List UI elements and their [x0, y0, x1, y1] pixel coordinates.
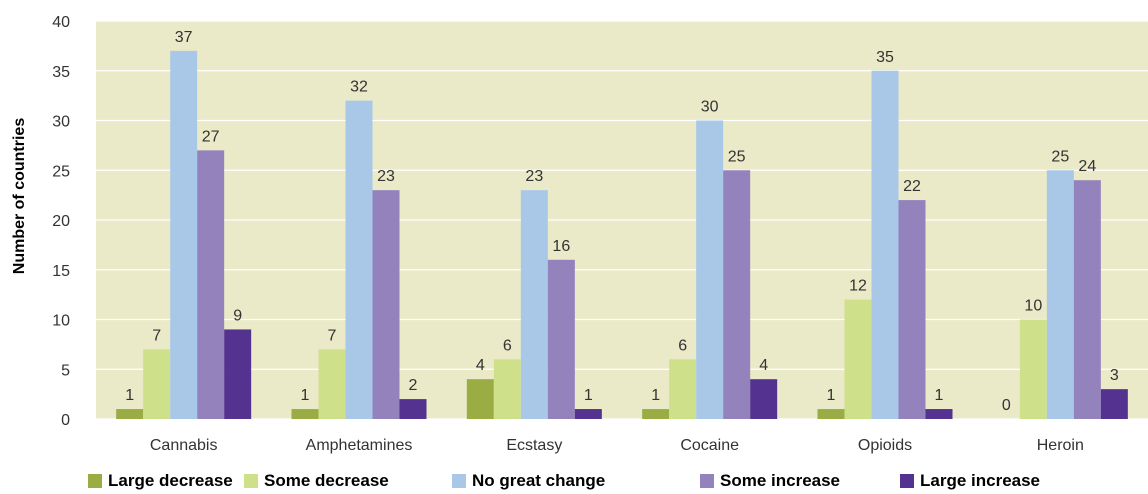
bar — [318, 349, 346, 419]
legend-item: Large decrease — [88, 471, 233, 491]
category-label: Ecstasy — [506, 437, 562, 454]
bar — [466, 379, 494, 419]
bar — [493, 359, 521, 419]
data-label: 35 — [876, 49, 894, 66]
category-label: Cannabis — [150, 437, 218, 454]
bar — [1019, 319, 1047, 419]
bar — [399, 399, 427, 419]
data-label: 25 — [728, 148, 746, 165]
bar — [1100, 389, 1128, 419]
data-label: 4 — [476, 357, 485, 374]
data-label: 7 — [152, 327, 161, 344]
data-label: 6 — [678, 337, 687, 354]
legend-label: Large decrease — [108, 471, 233, 490]
x-axis-categories: Cannabis Amphetamines Ecstasy Cocaine Opioid… — [150, 437, 1084, 454]
data-label: 23 — [377, 168, 395, 185]
legend-item: No great change — [452, 471, 605, 491]
legend: Large decrease Some decrease No great chan… — [88, 471, 1148, 493]
y-tick-label: 35 — [52, 64, 70, 81]
category-label: Heroin — [1037, 437, 1084, 454]
y-tick-label: 25 — [52, 163, 70, 180]
data-label: 23 — [525, 168, 543, 185]
bar — [844, 299, 872, 419]
category-label: Opioids — [858, 437, 912, 454]
gridlines — [96, 20, 1148, 420]
legend-item: Large increase — [900, 471, 1040, 491]
legend-label: Large increase — [920, 471, 1041, 490]
data-label: 27 — [202, 128, 220, 145]
data-label: 16 — [552, 238, 570, 255]
data-label: 24 — [1078, 158, 1096, 175]
legend-swatch — [244, 474, 258, 488]
data-label: 37 — [175, 29, 193, 46]
data-label: 10 — [1024, 298, 1042, 315]
bar — [345, 100, 373, 419]
bar — [817, 409, 845, 419]
y-tick-label: 0 — [61, 412, 70, 429]
data-label: 30 — [701, 99, 719, 116]
legend-swatch — [452, 474, 466, 488]
bar — [574, 409, 602, 419]
bar — [224, 329, 252, 419]
data-label: 3 — [1110, 367, 1119, 384]
bar — [898, 200, 926, 419]
data-label: 22 — [903, 178, 921, 195]
y-axis-label: Number of countries — [11, 118, 28, 275]
data-label: 0 — [1002, 397, 1011, 414]
bars — [116, 50, 1128, 419]
bar — [871, 70, 899, 419]
y-tick-label: 5 — [61, 362, 70, 379]
data-label: 1 — [827, 387, 836, 404]
data-label: 7 — [328, 327, 337, 344]
y-tick-label: 20 — [52, 213, 70, 230]
bar — [642, 409, 670, 419]
legend-label: Some increase — [720, 471, 841, 490]
legend-label: Some decrease — [264, 471, 389, 490]
bar — [520, 190, 548, 419]
data-label: 1 — [301, 387, 310, 404]
category-label: Cocaine — [680, 437, 739, 454]
bar — [1046, 170, 1074, 419]
data-label: 1 — [651, 387, 660, 404]
y-tick-label: 15 — [52, 263, 70, 280]
legend-swatch — [700, 474, 714, 488]
bar — [723, 170, 751, 419]
data-label: 1 — [584, 387, 593, 404]
bar — [116, 409, 144, 419]
data-label: 2 — [409, 377, 418, 394]
data-label: 12 — [849, 278, 867, 295]
data-label: 32 — [350, 79, 368, 96]
data-label: 1 — [125, 387, 134, 404]
data-label: 25 — [1051, 148, 1069, 165]
category-label: Amphetamines — [306, 437, 413, 454]
data-label: 9 — [233, 307, 242, 324]
bar — [170, 50, 198, 419]
legend-item: Some decrease — [244, 471, 389, 491]
bar — [547, 259, 575, 419]
y-tick-label: 30 — [52, 114, 70, 131]
bar — [696, 120, 724, 419]
bar — [143, 349, 171, 419]
bar — [925, 409, 953, 419]
bar — [750, 379, 778, 419]
legend-swatch — [900, 474, 914, 488]
legend-swatch — [88, 474, 102, 488]
bar — [669, 359, 697, 419]
bar — [1073, 180, 1101, 419]
y-tick-label: 40 — [52, 14, 70, 31]
bar — [197, 150, 225, 419]
legend-item: Some increase — [700, 471, 840, 491]
bar — [291, 409, 319, 419]
y-axis-ticks: 0 5 10 15 20 25 30 35 40 — [52, 14, 70, 429]
data-label: 4 — [759, 357, 768, 374]
bar — [372, 190, 400, 419]
data-label: 1 — [935, 387, 944, 404]
data-label: 6 — [503, 337, 512, 354]
legend-label: No great change — [472, 471, 606, 490]
y-tick-label: 10 — [52, 313, 70, 330]
